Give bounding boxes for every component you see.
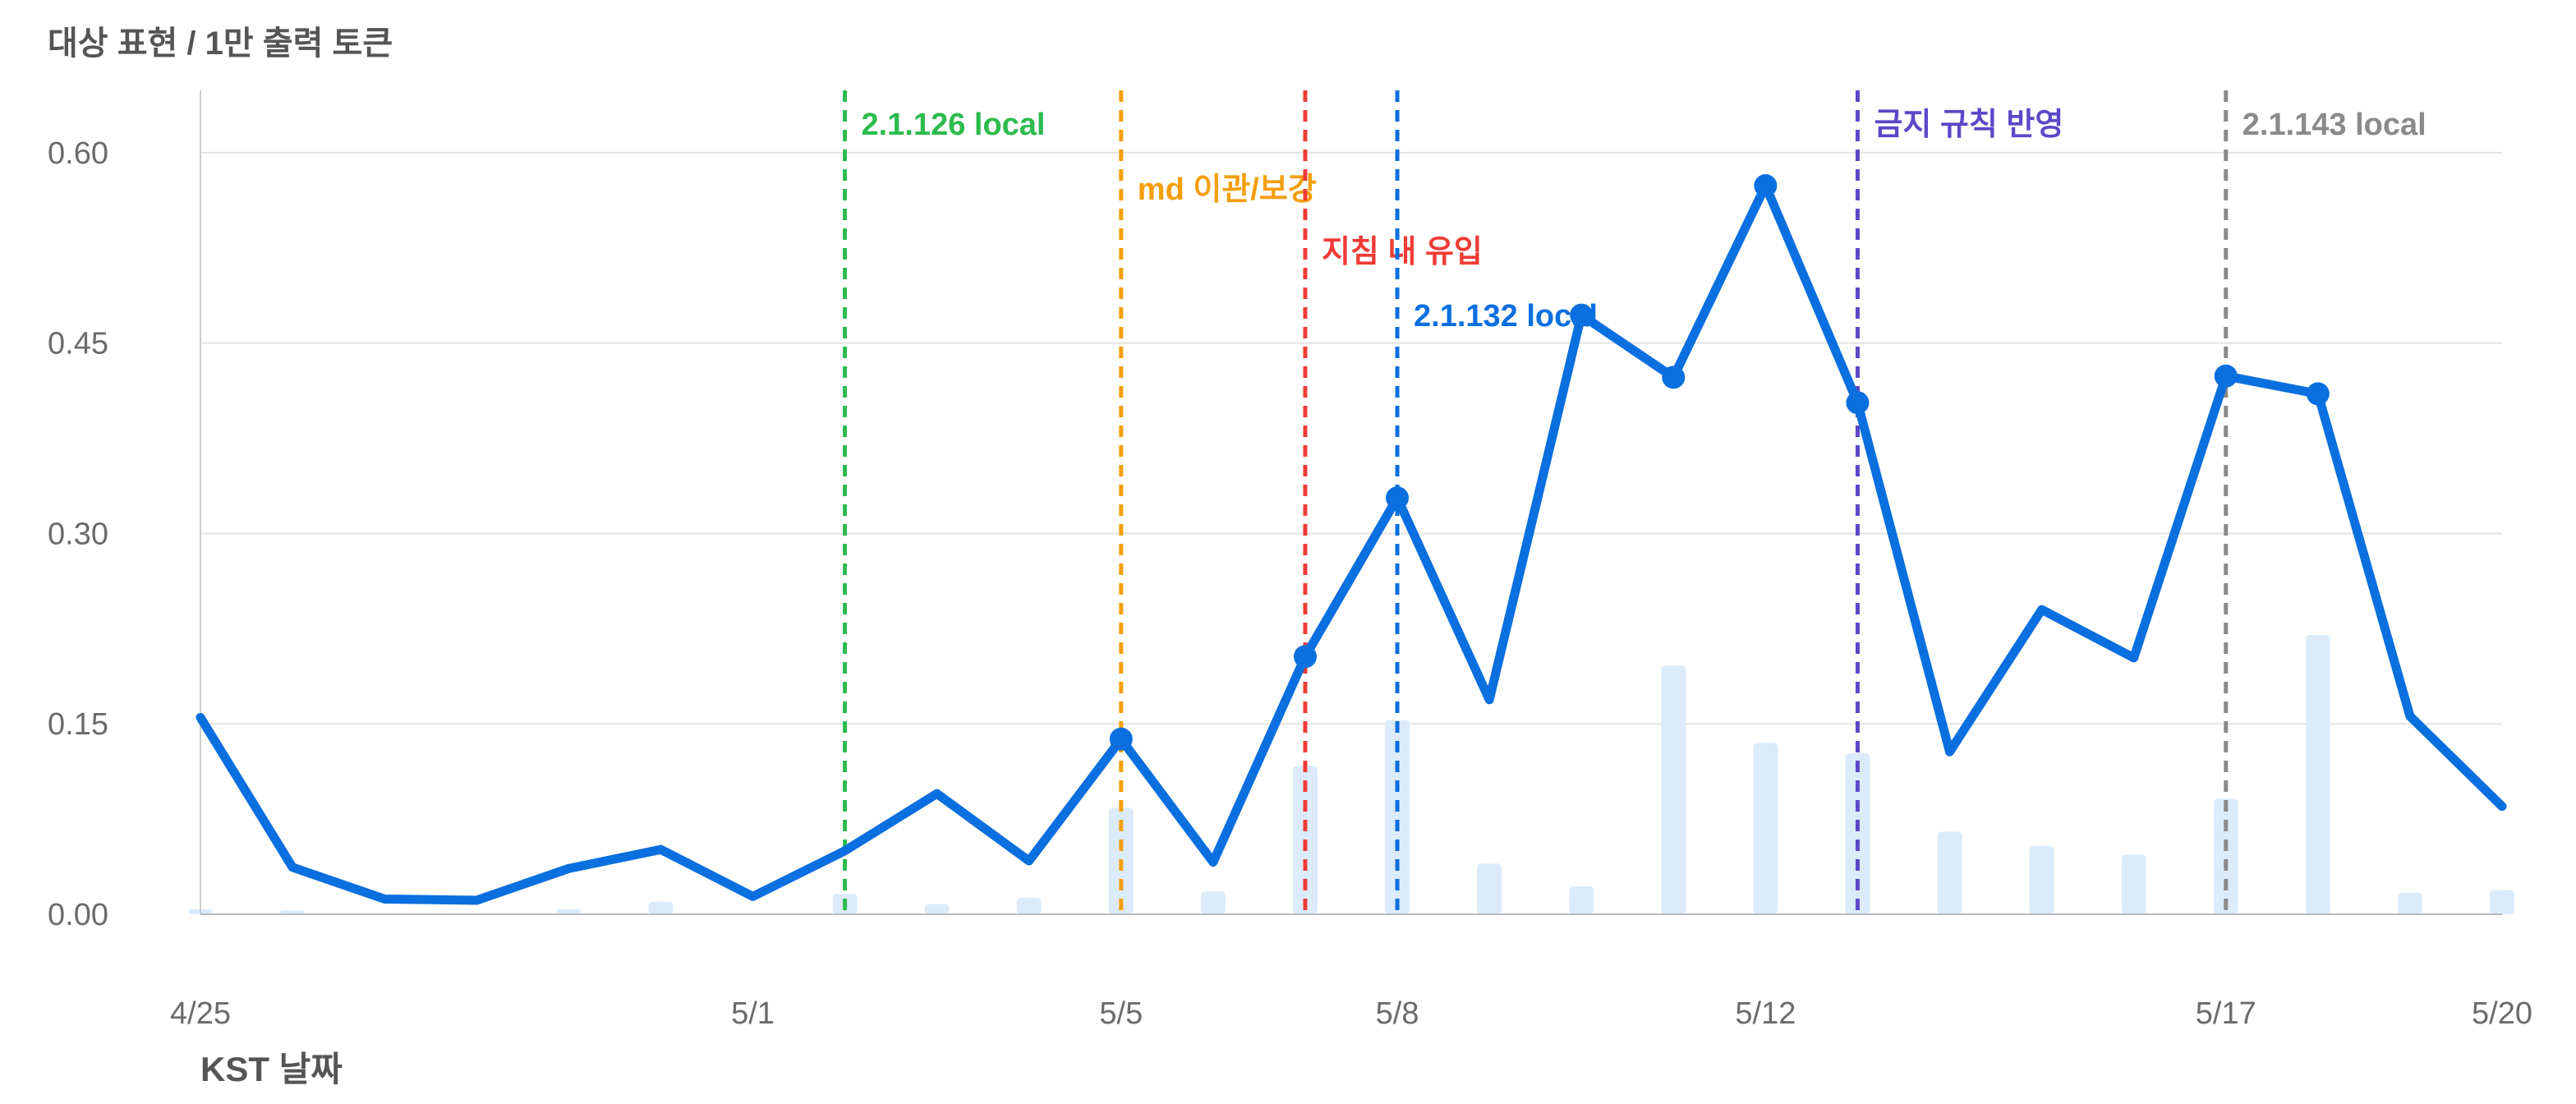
- tick-labels: 0.00 0.15 0.30 0.45 0.60 4/25 5/1 5/5 5/8 5/12 5/1…: [48, 136, 2532, 1031]
- y-tick-label: 0.45: [48, 327, 108, 361]
- annotation-label: md 이관/보강: [1138, 172, 1317, 207]
- bar: [2490, 890, 2514, 914]
- bar: [1661, 665, 1686, 914]
- data-point: [2306, 382, 2330, 406]
- x-tick-label: 5/8: [1376, 996, 1419, 1031]
- bar: [1937, 831, 1962, 914]
- x-tick-label: 5/17: [2196, 996, 2256, 1031]
- bar: [1200, 891, 1226, 914]
- bar: [2213, 798, 2238, 914]
- bar: [1753, 743, 1778, 914]
- annotation-label: 2.1.143 local: [2242, 108, 2426, 142]
- data-point: [2214, 364, 2238, 388]
- series-line: [196, 181, 2507, 905]
- x-tick-label: 5/20: [2472, 996, 2532, 1031]
- line-series: [196, 173, 2507, 905]
- chart-title: 대상 표현 / 1만 출력 토큰: [48, 25, 393, 62]
- y-tick-label: 0.60: [48, 136, 108, 171]
- y-tick-label: 0.15: [48, 707, 108, 742]
- y-tick-label: 0.00: [48, 898, 108, 932]
- annotation-label: 2.1.126 local: [862, 108, 1046, 142]
- x-tick-label: 4/25: [170, 996, 231, 1031]
- grid-lines: [200, 151, 2502, 725]
- bar: [1385, 720, 1410, 914]
- axes: [200, 90, 2502, 915]
- x-tick-label: 5/12: [1735, 996, 1796, 1031]
- data-point: [1754, 173, 1778, 197]
- bar: [280, 910, 306, 914]
- data-point: [1570, 303, 1594, 327]
- bar: [2397, 892, 2422, 914]
- bar-series: [188, 635, 2514, 914]
- bar: [2029, 845, 2054, 914]
- bar: [924, 904, 950, 914]
- x-axis-label: KST 날짜: [200, 1050, 343, 1088]
- x-tick-label: 5/1: [731, 996, 775, 1031]
- bar: [1845, 752, 1870, 914]
- annotation-label: 2.1.132 local: [1414, 299, 1598, 334]
- data-point: [1386, 486, 1410, 510]
- x-tick-label: 5/5: [1099, 996, 1143, 1031]
- bar: [648, 901, 674, 914]
- annotation-label: 지침 내 유입: [1322, 235, 1483, 269]
- data-point: [1846, 391, 1870, 415]
- y-tick-label: 0.30: [48, 517, 108, 551]
- bar: [1477, 863, 1502, 914]
- annotation-label: 금지 규칙 반영: [1874, 108, 2063, 142]
- bar: [556, 908, 582, 914]
- data-point: [1662, 366, 1686, 389]
- data-point: [1109, 727, 1133, 751]
- bar: [2121, 854, 2146, 914]
- bar: [1569, 886, 1594, 914]
- data-point: [1293, 645, 1317, 669]
- bar: [1016, 897, 1042, 914]
- bar: [2305, 635, 2330, 914]
